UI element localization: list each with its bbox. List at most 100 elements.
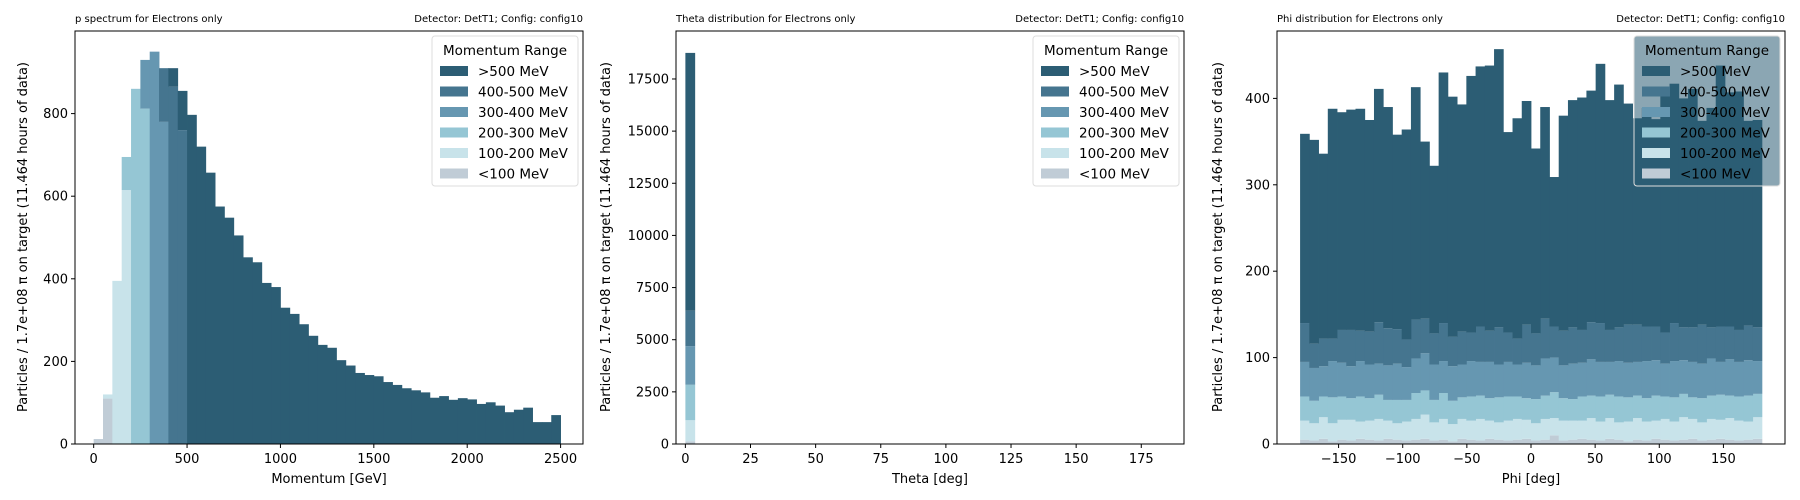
bar-segment (121, 156, 132, 191)
bar-segment (1577, 97, 1587, 330)
bar-segment (383, 382, 393, 444)
y-tick-label: 400 (1245, 92, 1270, 107)
x-tick-label: −150 (1321, 452, 1357, 467)
bar-segment (1651, 395, 1661, 421)
bar-segment (1318, 396, 1329, 418)
bar-segment (317, 344, 328, 444)
bar-segment (1466, 420, 1476, 440)
bar-segment (1420, 438, 1430, 444)
bar-segment (1604, 329, 1615, 362)
bar-segment (1494, 439, 1504, 444)
bar-segment (1540, 395, 1550, 419)
legend-items: >500 MeV 400-500 MeV 300-400 MeV 200-300 Me… (1642, 64, 1771, 183)
bar-segment (1401, 440, 1412, 444)
momentum-x-label: Momentum [GeV] (271, 472, 386, 487)
bar-segment (140, 59, 151, 109)
bar-segment (1429, 364, 1440, 400)
phi-title-right: Detector: DetT1; Config: config10 (1616, 14, 1785, 25)
bar-segment (1623, 441, 1633, 444)
bar-segment (1429, 333, 1440, 365)
x-tick-label: 1000 (264, 452, 297, 467)
x-tick-label: 500 (175, 452, 200, 467)
bar-segment (1475, 361, 1486, 396)
bar-segment (541, 422, 552, 444)
bar-segment (1604, 100, 1615, 330)
legend-swatch (1642, 66, 1670, 76)
bar-segment (1346, 109, 1356, 330)
bar-segment (1660, 418, 1670, 440)
bar-segment (392, 384, 403, 444)
bar-segment (233, 235, 244, 444)
phi-title-left: Phi distribution for Electrons only (1277, 14, 1443, 25)
x-tick-label: 150 (1064, 452, 1089, 467)
bar-segment (1660, 396, 1670, 419)
x-tick-label: 2500 (544, 452, 577, 467)
bar-segment (1383, 328, 1393, 366)
bar-segment (1373, 88, 1384, 323)
bar-segment (1549, 418, 1560, 436)
y-tick-label: 300 (1245, 178, 1270, 193)
x-tick-label: −100 (1385, 452, 1421, 467)
bar-segment (1623, 397, 1633, 422)
bar-segment (1337, 396, 1347, 420)
bar-segment (1577, 420, 1587, 439)
bar-segment (1346, 419, 1356, 441)
bar-segment (1438, 439, 1449, 444)
bar-segment (1327, 338, 1338, 362)
bar-segment (1558, 330, 1569, 366)
legend-label: 100-200 MeV (1680, 146, 1771, 162)
legend-label: 100-200 MeV (478, 146, 569, 162)
bar-segment (243, 257, 253, 444)
bar-segment (1373, 363, 1384, 395)
bar-segment (1743, 395, 1754, 422)
bar-segment (1466, 396, 1476, 421)
bar-segment (1549, 435, 1560, 444)
bar-segment (467, 399, 477, 444)
bar-segment (1715, 419, 1726, 439)
y-tick-label: 5000 (636, 333, 669, 348)
bar-segment (1660, 91, 1670, 333)
bar-segment (1337, 112, 1347, 330)
bar-segment (93, 439, 104, 444)
bar-segment (1457, 364, 1467, 398)
bar-segment (1521, 100, 1532, 325)
bar-segment (1567, 363, 1578, 400)
bar-segment (177, 130, 188, 444)
bar-segment (1697, 422, 1707, 441)
theta-plot-frame (675, 30, 1185, 445)
bar-segment (1457, 104, 1467, 332)
bar-segment (1457, 331, 1467, 365)
bar-segment (1614, 327, 1624, 362)
legend-title: Momentum Range (1044, 43, 1168, 59)
bar-segment (187, 114, 197, 444)
bar-segment (1364, 439, 1375, 444)
bar-segment (1410, 393, 1421, 419)
bar-segment (1512, 439, 1523, 444)
bar-segment (1641, 361, 1652, 399)
bar-segment (1688, 397, 1698, 419)
bar-segment (1300, 439, 1310, 444)
bar-segment (1614, 422, 1624, 440)
bar-segment (1752, 393, 1763, 418)
bar-segment (1623, 103, 1633, 325)
bar-segment (1752, 361, 1763, 394)
legend-swatch (440, 168, 468, 179)
y-tick-label: 200 (43, 355, 68, 370)
bar-segment (159, 121, 169, 445)
y-tick-label: 7500 (636, 281, 669, 296)
bar-segment (1401, 367, 1412, 400)
bar-segment (1309, 440, 1319, 444)
bar-segment (289, 313, 300, 444)
bar-segment (1669, 323, 1680, 362)
bar-segment (685, 52, 696, 311)
bar-segment (485, 402, 496, 444)
bar-segment (1392, 423, 1403, 440)
y-tick-label: 0 (60, 438, 68, 453)
bar-segment (1355, 438, 1366, 444)
bar-segment (685, 441, 696, 444)
bar-segment (1558, 420, 1569, 441)
bar-segment (1540, 418, 1550, 440)
x-tick-label: 0 (90, 452, 98, 467)
theta-bars (685, 52, 696, 444)
bar-segment (1669, 83, 1680, 324)
